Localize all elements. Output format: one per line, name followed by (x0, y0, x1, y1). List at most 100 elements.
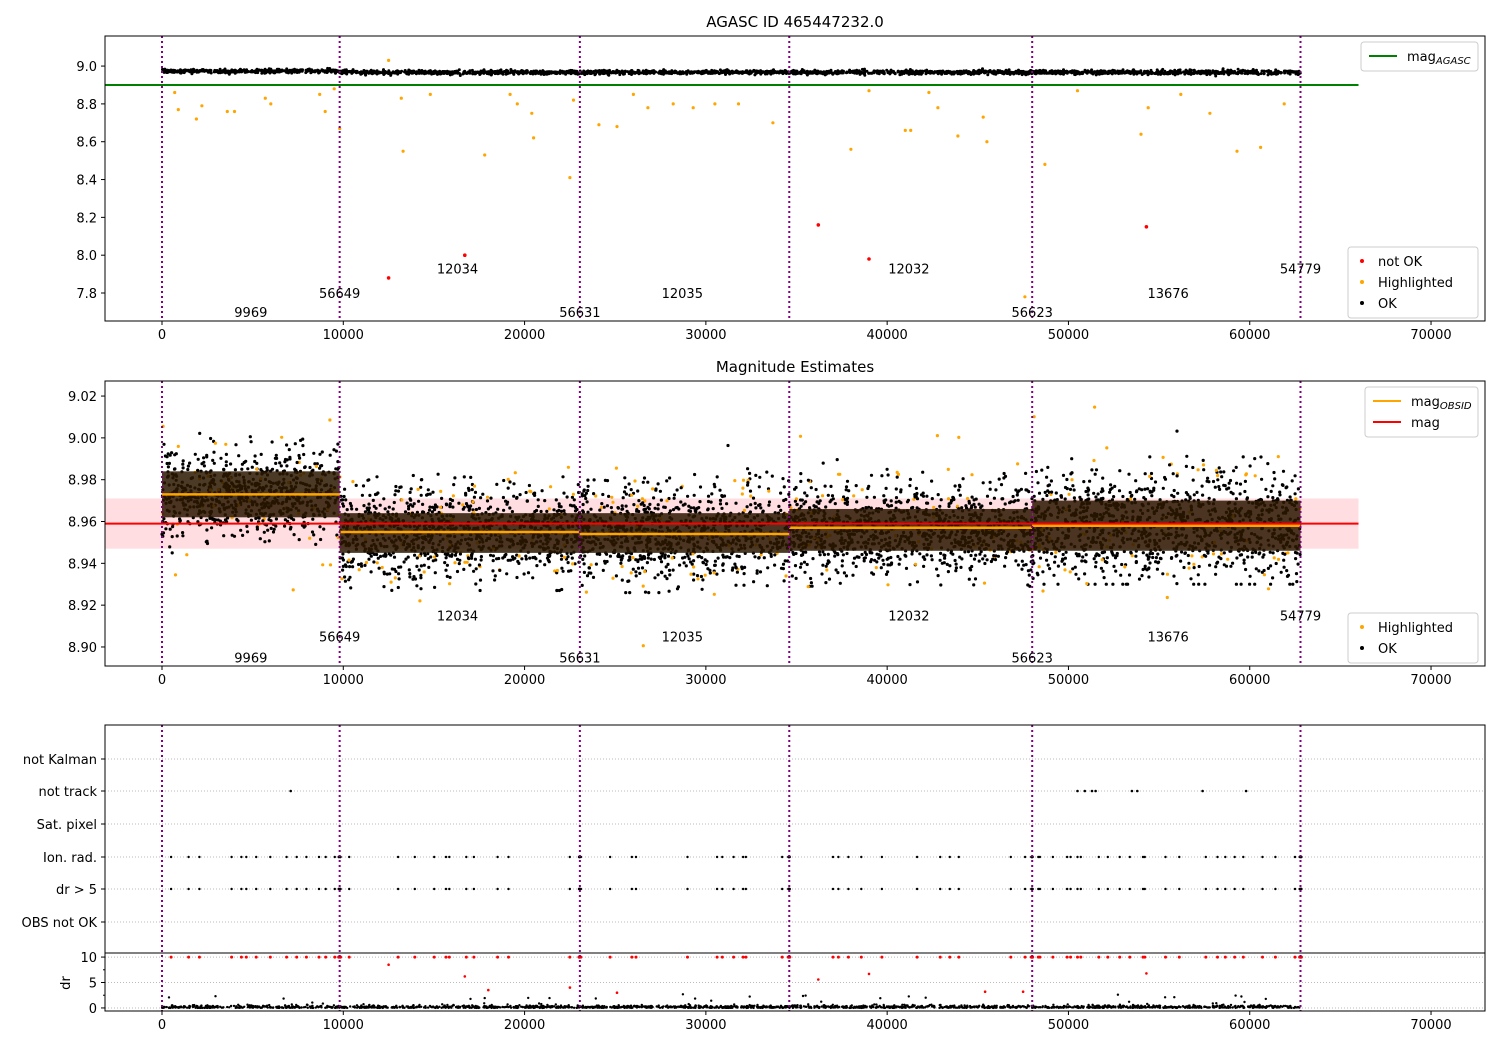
ok-point (1081, 71, 1084, 74)
highlighted-point (642, 585, 645, 588)
legend-label-text: mag (1407, 50, 1436, 65)
ok-point (420, 564, 423, 567)
ok-point (382, 585, 385, 588)
ok-point (561, 475, 564, 478)
ok-point (308, 466, 311, 469)
ok-point (250, 440, 253, 443)
ok-point (458, 559, 461, 562)
ok-point (171, 525, 174, 528)
ok-point (512, 72, 515, 75)
ok-point (593, 478, 596, 481)
ok-point (469, 71, 472, 74)
ok-point (421, 503, 424, 506)
ok-point (948, 71, 951, 74)
ok-point (493, 578, 496, 581)
ok-point (1132, 73, 1135, 76)
ok-point (1025, 72, 1028, 75)
y-tick-label: 9.00 (68, 432, 97, 447)
legend-label-text: Highlighted (1378, 276, 1453, 291)
ok-point (763, 556, 766, 559)
ok-point (182, 466, 185, 469)
ok-point (198, 432, 201, 435)
ok-point (967, 71, 970, 74)
chart-title: AGASC ID 465447232.0 (706, 13, 884, 31)
ok-point (682, 72, 685, 75)
obsid-label: 54779 (1280, 262, 1321, 277)
highlighted-point (563, 556, 566, 559)
highlighted-point (333, 87, 336, 90)
ok-point (263, 531, 266, 534)
ok-point (335, 450, 338, 453)
ok-point (539, 560, 542, 563)
ok-point (508, 480, 511, 483)
ok-point (219, 69, 222, 72)
ok-point (254, 454, 257, 457)
ok-point (1187, 72, 1190, 75)
ok-point (188, 462, 191, 465)
highlighted-point (982, 116, 985, 119)
ok-point (407, 505, 410, 508)
ok-point (581, 558, 584, 561)
ok-point (449, 71, 452, 74)
highlighted-point (292, 588, 295, 591)
highlighted-point (402, 150, 405, 153)
y-tick-label: 8.6 (76, 136, 97, 151)
ok-point (263, 540, 266, 543)
ok-point (346, 508, 349, 511)
ok-point (255, 462, 258, 465)
ok-point (1073, 73, 1076, 76)
ok-point (589, 70, 592, 73)
ok-point (478, 507, 481, 510)
ok-point (625, 505, 628, 508)
ok-point (457, 502, 460, 505)
ok-point (685, 70, 688, 73)
highlighted-point (927, 91, 930, 94)
ok-point (165, 70, 168, 73)
ok-point (170, 451, 173, 454)
ok-point (621, 504, 624, 507)
legend-dot-swatch (1360, 259, 1364, 263)
ok-point (222, 534, 225, 537)
ok-point (850, 70, 853, 73)
ok-point (1262, 72, 1265, 75)
highlighted-point (849, 148, 852, 151)
highlighted-point (615, 125, 618, 128)
highlighted-point (771, 121, 774, 124)
ok-point (1018, 72, 1021, 75)
ok-point (1089, 70, 1092, 73)
ok-point (260, 453, 263, 456)
x-tick-label: 40000 (866, 673, 907, 688)
ok-point (569, 504, 572, 507)
ok-point (231, 70, 234, 73)
ok-point (624, 486, 627, 489)
ok-point (1251, 72, 1254, 75)
ok-point (348, 565, 351, 568)
ok-point (404, 558, 407, 561)
ok-point (211, 459, 214, 462)
highlighted-point (1208, 112, 1211, 115)
ok-point (507, 487, 510, 490)
ok-point (420, 494, 423, 497)
highlighted-point (461, 503, 464, 506)
x-tick-label: 20000 (504, 673, 545, 688)
highlighted-point (1023, 295, 1026, 298)
ok-point (362, 504, 365, 507)
highlighted-point (692, 106, 695, 109)
ok-point (351, 71, 354, 74)
highlighted-point (439, 490, 442, 493)
ok-point (409, 70, 412, 73)
highlighted-point (713, 593, 716, 596)
highlighted-point (636, 505, 639, 508)
ok-point (507, 559, 510, 562)
ok-point (562, 492, 565, 495)
highlighted-point (909, 129, 912, 132)
ok-point (456, 570, 459, 573)
ok-point (673, 497, 676, 500)
ok-point (557, 509, 560, 512)
highlighted-point (280, 436, 283, 439)
ok-point (341, 569, 344, 572)
y-tick-label: 9.0 (76, 60, 97, 75)
highlighted-point (646, 106, 649, 109)
ok-point (458, 72, 461, 75)
ok-point (595, 71, 598, 74)
